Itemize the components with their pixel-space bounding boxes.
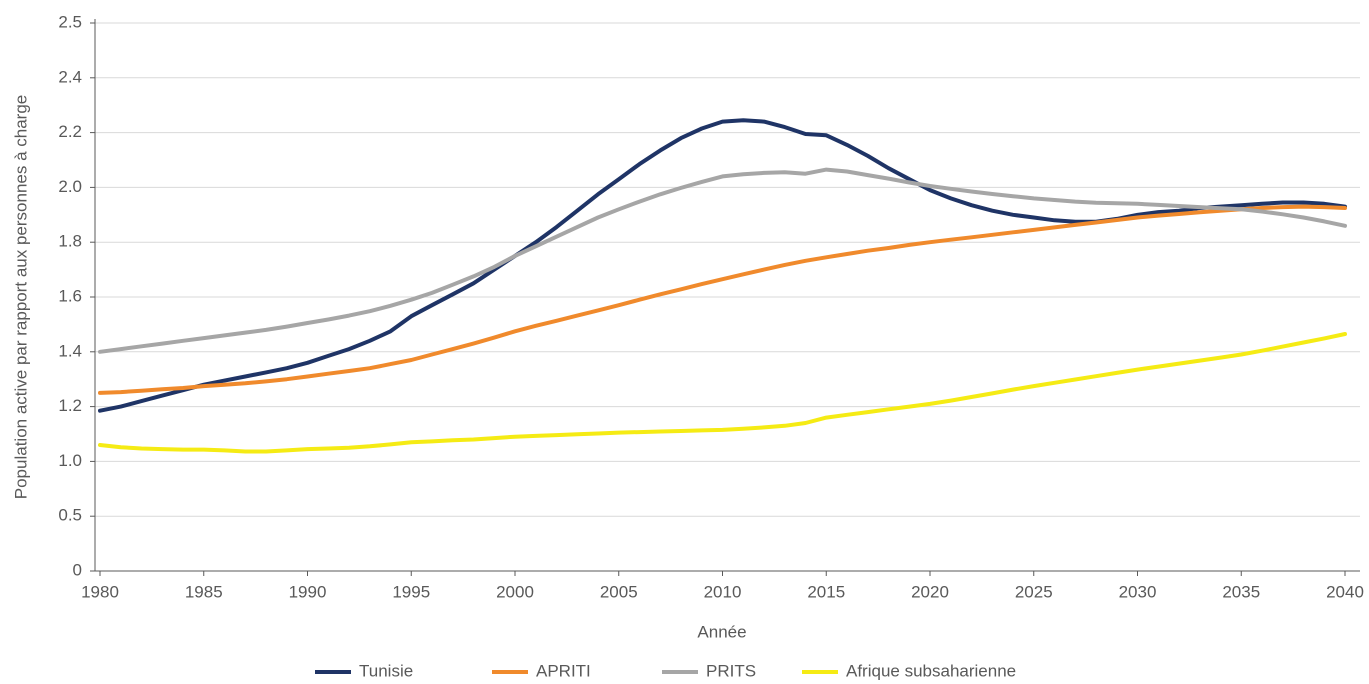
y-tick-label: 2.5: [58, 12, 82, 31]
x-axis-label: Année: [697, 622, 746, 641]
legend-label: PRITS: [706, 661, 756, 680]
x-tick-label: 1985: [185, 582, 223, 601]
y-tick-label: 1.8: [58, 232, 82, 251]
y-tick-label: 0.5: [58, 506, 82, 525]
y-tick-label: 1.4: [58, 341, 82, 360]
x-tick-label: 1980: [81, 582, 119, 601]
series-line: [98, 118, 1347, 413]
x-tick-label: 2015: [807, 582, 845, 601]
legend-label: APRITI: [536, 661, 591, 680]
x-tick-label: 2040: [1326, 582, 1364, 601]
series-line: [98, 332, 1347, 454]
x-tick-label: 2020: [911, 582, 949, 601]
x-tick-label: 2030: [1119, 582, 1157, 601]
y-tick-label: 0: [73, 560, 82, 579]
x-tick-label: 1995: [392, 582, 430, 601]
y-axis-label: Population active par rapport aux person…: [11, 95, 30, 499]
y-tick-label: 2.4: [58, 67, 82, 86]
x-tick-label: 2025: [1015, 582, 1053, 601]
x-tick-label: 2005: [600, 582, 638, 601]
legend-label: Tunisie: [359, 661, 413, 680]
series-line: [98, 167, 1347, 354]
y-tick-label: 2.2: [58, 122, 82, 141]
legend-label: Afrique subsaharienne: [846, 661, 1016, 680]
y-tick-label: 1.6: [58, 286, 82, 305]
x-tick-label: 2035: [1222, 582, 1260, 601]
y-tick-label: 1.0: [58, 451, 82, 470]
series-line: [98, 204, 1347, 395]
x-tick-label: 1990: [289, 582, 327, 601]
x-tick-label: 2000: [496, 582, 534, 601]
y-tick-label: 2.0: [58, 177, 82, 196]
y-tick-label: 1.2: [58, 396, 82, 415]
x-tick-label: 2010: [704, 582, 742, 601]
